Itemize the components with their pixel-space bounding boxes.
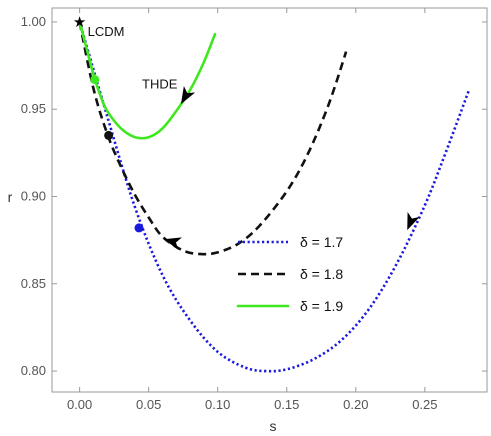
current-point-3 [90, 75, 100, 85]
current-point-2 [104, 130, 114, 140]
x-tick-label: 0.00 [67, 397, 92, 412]
y-tick-label: 0.80 [21, 363, 46, 378]
x-tick-label: 0.25 [412, 397, 437, 412]
lcdm-label: LCDM [88, 24, 125, 39]
x-tick-label: 0.15 [274, 397, 299, 412]
y-axis-label: r [8, 189, 13, 205]
y-tick-label: 1.00 [21, 14, 46, 29]
x-axis-label: s [270, 418, 277, 434]
y-tick-label: 0.95 [21, 101, 46, 116]
direction-arrow-1 [407, 211, 420, 231]
plot-frame [51, 7, 488, 393]
direction-arrow-2 [163, 237, 182, 250]
model-label: THDE [142, 76, 178, 91]
legend-label-1: δ = 1.7 [300, 234, 343, 250]
y-tick-label: 0.85 [21, 276, 46, 291]
legend-label-3: δ = 1.9 [300, 298, 343, 314]
x-tick-label: 0.10 [205, 397, 230, 412]
series-line-2 [78, 21, 348, 256]
x-tick-label: 0.20 [343, 397, 368, 412]
series-line-1 [78, 21, 471, 373]
legend-label-2: δ = 1.8 [300, 266, 343, 282]
series-line-3 [78, 20, 217, 140]
lcdm-star-icon: ★ [73, 13, 86, 31]
x-tick-label: 0.05 [136, 397, 161, 412]
current-point-1 [134, 223, 144, 233]
y-tick-label: 0.90 [21, 189, 46, 204]
direction-arrow-3 [181, 85, 196, 104]
